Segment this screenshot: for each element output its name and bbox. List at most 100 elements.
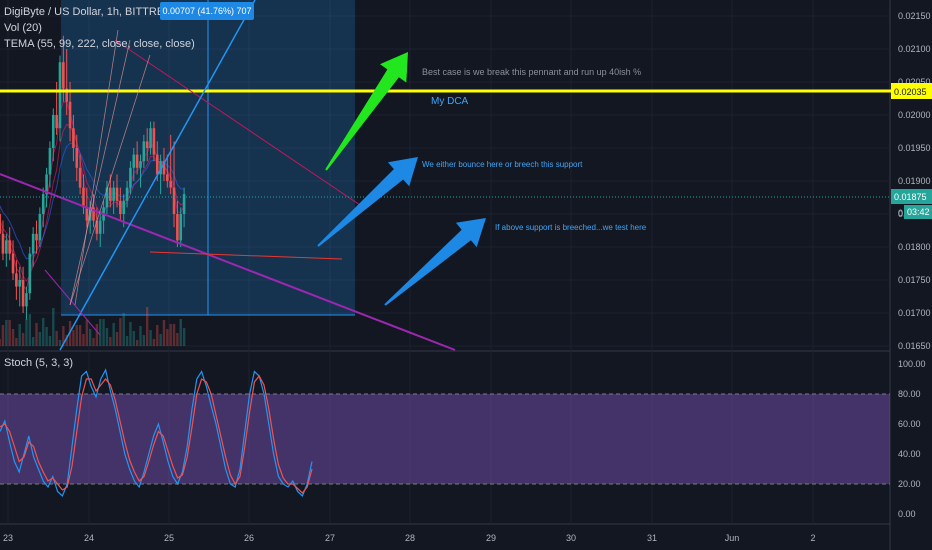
volume-legend[interactable]: Vol (20)	[4, 22, 42, 34]
candle-body[interactable]	[0, 214, 1, 234]
candle-body[interactable]	[55, 115, 58, 129]
candle-body[interactable]	[88, 207, 92, 221]
annotation-bounce[interactable]: We either bounce here or breech this sup…	[422, 160, 583, 169]
candle-body[interactable]	[1, 233, 5, 254]
fib-fan-line[interactable]	[59, 0, 256, 351]
candle-body[interactable]	[28, 253, 32, 294]
candle-body[interactable]	[152, 128, 156, 155]
blue-arrow-lower-icon[interactable]	[384, 218, 486, 306]
candle-body[interactable]	[155, 154, 159, 175]
candle-body[interactable]	[18, 280, 22, 287]
candle-body[interactable]	[38, 214, 42, 241]
blue-arrow-icon[interactable]	[317, 157, 418, 247]
stoch-tick-label: 20.00	[898, 479, 921, 489]
candle-body[interactable]	[8, 240, 11, 254]
time-tick-label: 29	[486, 533, 496, 543]
candle-body[interactable]	[58, 62, 62, 129]
candle-body[interactable]	[45, 174, 48, 195]
candle-body[interactable]	[98, 220, 102, 234]
green-arrow-icon[interactable]	[325, 52, 408, 171]
candle-body[interactable]	[176, 214, 179, 241]
candle-body[interactable]	[62, 62, 65, 89]
price-tick-label: 0.01900	[898, 176, 931, 186]
candle-body[interactable]	[11, 253, 15, 274]
candle-body[interactable]	[105, 187, 109, 208]
volume-bar	[8, 320, 11, 346]
volume-bar	[149, 330, 152, 346]
volume-bar	[95, 324, 99, 346]
stoch-tick-label: 60.00	[898, 419, 921, 429]
candle-body[interactable]	[65, 88, 68, 102]
price-tick-label: 0.02000	[898, 110, 931, 120]
candle-body[interactable]	[5, 240, 8, 254]
candle-body[interactable]	[115, 187, 119, 201]
candle-body[interactable]	[179, 214, 183, 241]
volume-bar	[82, 334, 85, 346]
candle-body[interactable]	[112, 187, 115, 201]
candle-body[interactable]	[162, 161, 166, 175]
candle-body[interactable]	[139, 161, 142, 168]
fan-line	[69, 54, 151, 306]
candle-body[interactable]	[92, 207, 95, 221]
price-tick-label: 0.01800	[898, 242, 931, 252]
candle-body[interactable]	[48, 148, 52, 175]
stoch-tick-label: 80.00	[898, 389, 921, 399]
candle-body[interactable]	[182, 194, 186, 214]
candle-body[interactable]	[78, 167, 82, 188]
volume-bar	[145, 307, 149, 346]
candle-body[interactable]	[35, 233, 38, 241]
candle-body[interactable]	[75, 148, 79, 168]
volume-bar	[1, 325, 5, 346]
last-price-tag-text: 0.01875	[894, 192, 927, 202]
candle-body[interactable]	[31, 233, 35, 254]
candle-body[interactable]	[125, 187, 129, 201]
annotation-best-case[interactable]: Best case is we break this pennant and r…	[422, 67, 642, 77]
candle-body[interactable]	[172, 187, 176, 214]
candle-body[interactable]	[85, 207, 89, 221]
candle-body[interactable]	[149, 128, 152, 148]
volume-bar	[28, 314, 32, 346]
candle-body[interactable]	[68, 101, 72, 129]
candle-body[interactable]	[25, 293, 28, 307]
resistance-trendline[interactable]	[114, 39, 361, 206]
support-line[interactable]	[149, 251, 343, 260]
candle-body[interactable]	[166, 174, 169, 181]
annotation-breeched[interactable]: If above support is breeched...we test h…	[495, 223, 647, 232]
candle-body[interactable]	[95, 220, 99, 234]
volume-bar	[122, 313, 125, 346]
stoch-tick-label: 40.00	[898, 449, 921, 459]
annotation-my-dca[interactable]: My DCA	[431, 96, 469, 107]
volume-bar	[25, 319, 28, 346]
support-trendline[interactable]	[0, 173, 456, 351]
volume-bar	[129, 322, 132, 346]
volume-bar	[112, 323, 115, 346]
volume-bar	[68, 321, 72, 346]
volume-bar	[132, 331, 135, 346]
price-tick-label: 0.01950	[898, 143, 931, 153]
symbol-legend[interactable]: DigiByte / US Dollar, 1h, BITTREX	[4, 6, 172, 18]
stoch-legend[interactable]: Stoch (5, 3, 3)	[4, 357, 74, 369]
candle-body[interactable]	[15, 273, 18, 287]
candle-body[interactable]	[129, 167, 132, 188]
candle-body[interactable]	[132, 154, 136, 168]
candle-body[interactable]	[41, 194, 45, 214]
volume-bar	[176, 333, 179, 346]
candle-body[interactable]	[72, 128, 75, 148]
candle-body[interactable]	[119, 200, 122, 214]
candle-body[interactable]	[122, 200, 126, 214]
candle-body[interactable]	[82, 187, 85, 208]
tema-line-99	[0, 123, 185, 283]
candle-body[interactable]	[169, 181, 172, 188]
volume-bar	[102, 319, 105, 346]
candle-body[interactable]	[109, 187, 112, 201]
candle-body[interactable]	[51, 115, 55, 148]
volume-bar	[55, 331, 58, 346]
candle-body[interactable]	[135, 154, 139, 168]
candle-body[interactable]	[159, 161, 162, 175]
candle-body[interactable]	[145, 141, 149, 148]
candle-body[interactable]	[142, 141, 146, 162]
volume-bar	[135, 340, 139, 346]
tema-legend[interactable]: TEMA (55, 99, 222, close, close, close)	[4, 38, 195, 50]
candle-body[interactable]	[21, 280, 25, 307]
